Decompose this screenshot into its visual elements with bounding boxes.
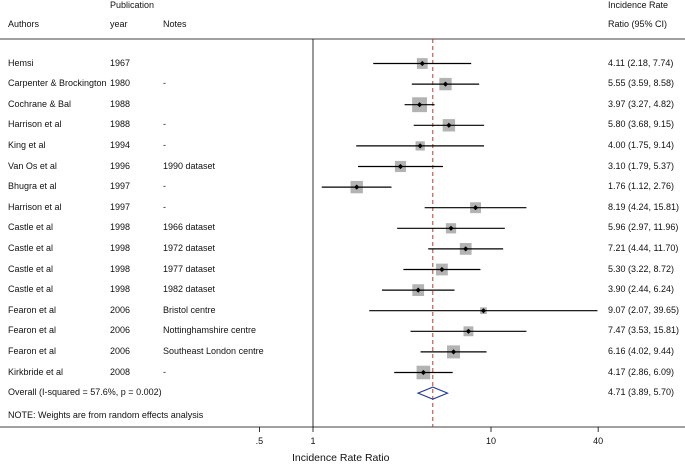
row-ci-text: 5.96 (2.97, 11.96) — [608, 222, 679, 233]
row-year: 2006 — [110, 304, 131, 315]
point-estimate — [463, 246, 469, 252]
row-year: 1988 — [110, 119, 131, 130]
point-estimate — [450, 349, 457, 355]
overall-ci-text: 4.71 (3.89, 5.70) — [608, 387, 675, 398]
row-year: 1998 — [110, 284, 131, 295]
row-year: 2006 — [110, 345, 131, 356]
row-author: Castle et al — [8, 242, 54, 253]
row-note: - — [163, 78, 166, 89]
row-author: King et al — [8, 139, 46, 150]
header-authors: Authors — [8, 19, 40, 29]
row-note: 1990 dataset — [163, 160, 216, 171]
row-ci-text: 5.30 (3.22, 8.72) — [608, 263, 675, 274]
row-note: - — [163, 139, 166, 150]
x-tick-label-3: 40 — [593, 436, 603, 446]
row-year: 1994 — [110, 139, 131, 150]
row-ci-text: 4.11 (2.18, 7.74) — [608, 57, 674, 68]
point-estimate — [472, 205, 479, 211]
row-year: 1980 — [110, 78, 131, 89]
row-ci-text: 4.00 (1.75, 9.14) — [608, 139, 675, 150]
point-estimate — [397, 163, 404, 170]
row-note: - — [163, 119, 166, 130]
header-notes: Notes — [163, 19, 187, 29]
row-ci-text: 5.55 (3.59, 8.58) — [608, 78, 675, 89]
row-ci-text: 5.80 (3.68, 9.15) — [608, 119, 675, 130]
row-year: 1998 — [110, 222, 131, 233]
row-note: 1982 dataset — [163, 284, 216, 295]
row-year: 1996 — [110, 160, 131, 171]
x-tick-label-1: 1 — [310, 436, 315, 446]
footer-note: NOTE: Weights are from random effects an… — [8, 410, 204, 420]
point-estimate — [448, 225, 454, 231]
row-note: Southeast London centre — [163, 345, 264, 356]
row-ci-text: 9.07 (2.07, 39.65) — [608, 304, 680, 315]
row-ci-text: 7.47 (3.53, 15.81) — [608, 325, 680, 336]
row-year: 2008 — [110, 366, 131, 377]
row-note: Bristol centre — [163, 304, 216, 315]
x-tick-label-0: .5 — [256, 436, 264, 446]
row-note: - — [163, 201, 166, 212]
row-year: 1967 — [110, 57, 131, 68]
point-estimate — [416, 102, 423, 108]
point-estimate — [446, 122, 452, 128]
point-estimate — [442, 81, 449, 87]
row-author: Harrison et al — [8, 201, 62, 212]
row-note: 1977 dataset — [163, 263, 216, 274]
point-estimate — [480, 308, 487, 314]
row-author: Fearon et al — [8, 304, 57, 315]
row-ci-text: 7.21 (4.44, 11.70) — [608, 242, 679, 253]
row-author: Castle et al — [8, 263, 54, 274]
row-author: Castle et al — [8, 222, 54, 233]
point-estimate — [439, 266, 445, 273]
overall-diamond — [416, 386, 450, 400]
header-year: year — [110, 19, 128, 29]
header-irr-line1: Incidence Rate — [608, 0, 669, 10]
row-note: Nottinghamshire centre — [163, 325, 257, 336]
x-axis-label: Incidence Rate Ratio — [292, 452, 390, 464]
row-author: Van Os et al — [8, 160, 57, 171]
row-year: 1998 — [110, 263, 131, 274]
row-year: 1988 — [110, 98, 131, 109]
row-note: - — [163, 181, 166, 192]
row-author: Kirkbride et al — [8, 366, 64, 377]
point-estimate — [415, 287, 421, 293]
row-ci-text: 6.16 (4.02, 9.44) — [608, 345, 675, 356]
row-ci-text: 4.17 (2.86, 6.09) — [608, 366, 675, 377]
header-publication: Publication — [110, 0, 155, 10]
row-year: 1997 — [110, 201, 131, 212]
x-tick-label-2: 10 — [486, 436, 496, 446]
point-estimate — [417, 143, 423, 149]
row-author: Fearon et al — [8, 345, 57, 356]
row-author: Bhugra et al — [8, 181, 57, 192]
row-author: Fearon et al — [8, 325, 57, 336]
row-author: Castle et al — [8, 284, 54, 295]
row-author: Cochrane & Bal — [8, 98, 72, 109]
row-author: Hemsi — [8, 57, 34, 68]
point-estimate — [465, 328, 472, 334]
point-estimate — [354, 184, 360, 190]
row-ci-text: 3.10 (1.79, 5.37) — [608, 160, 675, 171]
row-ci-text: 3.97 (3.27, 4.82) — [608, 98, 675, 109]
row-year: 1997 — [110, 181, 131, 192]
header-irr-line2: Ratio (95% CI) — [608, 19, 668, 29]
row-author: Harrison et al — [8, 119, 62, 130]
row-ci-text: 8.19 (4.24, 15.81) — [608, 201, 680, 212]
row-ci-text: 1.76 (1.12, 2.76) — [608, 181, 675, 192]
point-estimate — [419, 60, 425, 67]
row-year: 2006 — [110, 325, 131, 336]
row-note: 1972 dataset — [163, 242, 216, 253]
point-estimate — [420, 369, 426, 376]
row-year: 1998 — [110, 242, 131, 253]
row-note: - — [163, 366, 166, 377]
row-ci-text: 3.90 (2.44, 6.24) — [608, 284, 675, 295]
row-note: 1966 dataset — [163, 222, 216, 233]
overall-label: Overall (I-squared = 57.6%, p = 0.002) — [8, 387, 162, 398]
row-author: Carpenter & Brockington — [8, 78, 107, 89]
